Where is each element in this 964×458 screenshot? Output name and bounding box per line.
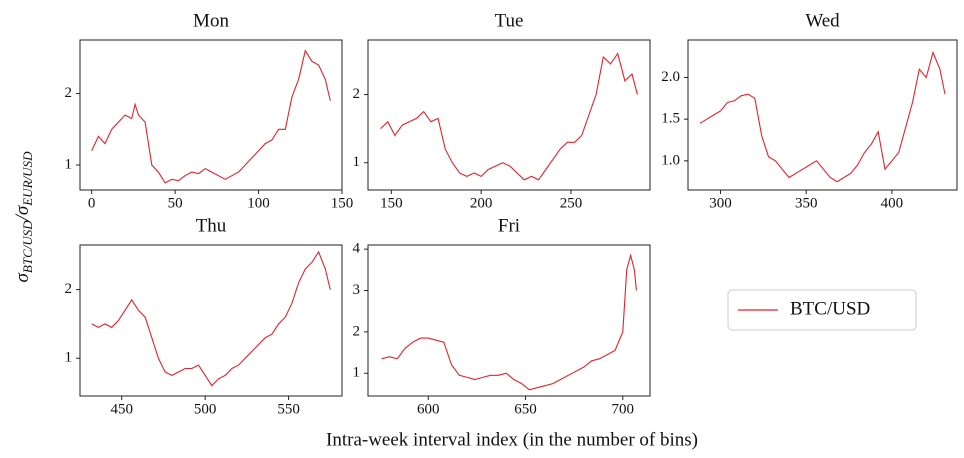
legend-label: BTC/USD bbox=[790, 298, 870, 319]
axes-frame bbox=[79, 39, 343, 191]
x-tick-label: 300 bbox=[709, 195, 732, 211]
x-tick-label: 550 bbox=[277, 401, 300, 417]
panel-title: Fri bbox=[498, 215, 520, 236]
data-line bbox=[380, 52, 638, 181]
x-tick-label: 50 bbox=[168, 195, 183, 211]
y-label-part: σ bbox=[12, 272, 33, 282]
y-tick-label: 4 bbox=[353, 241, 361, 257]
x-tick-label: 600 bbox=[417, 401, 440, 417]
y-tick-label: 1.0 bbox=[661, 152, 680, 168]
x-tick-label: 0 bbox=[88, 195, 96, 211]
x-tick-label: 150 bbox=[331, 195, 354, 211]
y-tick-label: 2 bbox=[65, 281, 73, 297]
data-line bbox=[91, 250, 331, 387]
axes-frame bbox=[367, 244, 651, 397]
y-tick-label: 1 bbox=[65, 156, 73, 172]
panel-title: Tue bbox=[495, 10, 524, 31]
x-tick-label: 150 bbox=[380, 195, 403, 211]
data-line bbox=[381, 253, 637, 391]
y-label-part: /σ bbox=[12, 205, 33, 221]
y-label-part: EUR/USD bbox=[20, 151, 35, 207]
x-tick-label: 450 bbox=[110, 401, 133, 417]
y-tick-label: 2 bbox=[353, 323, 361, 339]
panel-title: Wed bbox=[805, 10, 840, 31]
x-tick-label: 500 bbox=[194, 401, 217, 417]
x-tick-label: 200 bbox=[470, 195, 493, 211]
axes-frame bbox=[687, 39, 958, 191]
x-tick-label: 400 bbox=[881, 195, 904, 211]
legend-box bbox=[727, 289, 917, 331]
x-tick-label: 650 bbox=[514, 401, 537, 417]
panel-title: Mon bbox=[193, 10, 229, 31]
y-tick-label: 2.0 bbox=[661, 69, 680, 85]
axes-frame bbox=[79, 244, 343, 397]
y-tick-label: 1.5 bbox=[661, 111, 680, 127]
y-tick-label: 3 bbox=[353, 282, 361, 298]
x-tick-label: 250 bbox=[560, 195, 583, 211]
y-axis-label: σBTC/USD/σEUR/USD bbox=[12, 151, 35, 283]
y-tick-label: 1 bbox=[353, 154, 361, 170]
y-tick-label: 1 bbox=[353, 365, 361, 381]
panel-title: Thu bbox=[196, 215, 227, 236]
data-line bbox=[699, 50, 946, 183]
x-axis-label: Intra-week interval index (in the number… bbox=[326, 429, 698, 450]
data-line bbox=[91, 49, 331, 184]
y-tick-label: 2 bbox=[353, 86, 361, 102]
y-label-part: BTC/USD bbox=[20, 220, 35, 273]
axes-frame bbox=[367, 39, 651, 191]
y-tick-label: 1 bbox=[65, 350, 73, 366]
y-tick-label: 2 bbox=[65, 85, 73, 101]
x-tick-label: 100 bbox=[247, 195, 270, 211]
x-tick-label: 700 bbox=[612, 401, 635, 417]
x-tick-label: 350 bbox=[795, 195, 818, 211]
